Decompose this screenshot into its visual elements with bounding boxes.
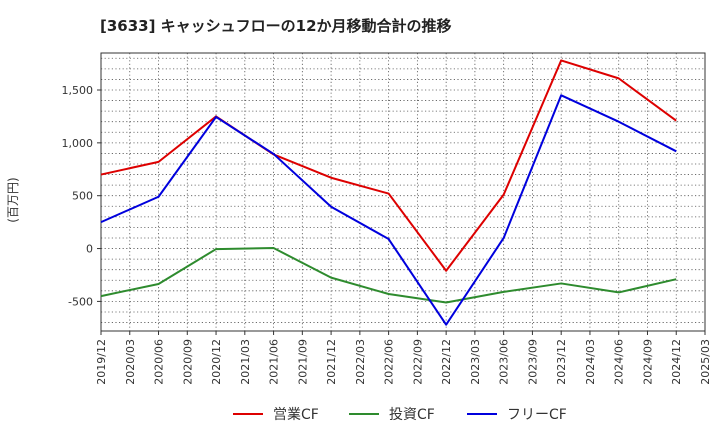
legend-label: フリーCF <box>507 407 567 423</box>
legend-label: 営業CF <box>273 407 319 423</box>
x-tick-label: 2025/03 <box>699 339 712 385</box>
x-tick-label: 2020/12 <box>210 339 223 385</box>
series-lines <box>100 59 677 326</box>
x-tick-label: 2020/06 <box>153 339 166 385</box>
y-tick-label: 500 <box>72 190 93 203</box>
y-tick-label: 0 <box>86 243 93 256</box>
x-tick-label: 2023/03 <box>469 339 482 385</box>
legend-label: 投資CF <box>389 407 435 423</box>
x-tick-label: 2020/09 <box>181 339 194 385</box>
x-tick-label: 2024/12 <box>670 339 683 385</box>
x-tick-label: 2021/03 <box>239 339 252 385</box>
x-tick-label: 2023/12 <box>555 339 568 385</box>
x-tick-label: 2023/06 <box>498 339 511 385</box>
x-tick-label: 2022/03 <box>354 339 367 385</box>
x-tick-label: 2019/12 <box>95 339 108 385</box>
x-tick-label: 2022/09 <box>411 339 424 385</box>
chart-title: [3633] キャッシュフローの12か月移動合計の推移 <box>100 17 452 35</box>
series-line-営業CF <box>100 59 677 272</box>
y-axis-ticks: -500 0 500 1,000 1,500 <box>62 84 101 308</box>
series-line-フリーCF <box>100 94 677 326</box>
x-tick-label: 2023/09 <box>526 339 539 385</box>
x-tick-label: 2022/12 <box>440 339 453 385</box>
x-tick-label: 2021/12 <box>325 339 338 385</box>
x-tick-label: 2024/09 <box>641 339 654 385</box>
series-line-投資CF <box>100 247 677 304</box>
y-tick-label: 1,000 <box>62 137 94 150</box>
gridlines <box>100 53 706 331</box>
x-tick-label: 2024/03 <box>584 339 597 385</box>
y-axis-label: (百万円) <box>6 177 20 222</box>
plot-area-frame <box>100 52 706 332</box>
x-axis-ticks: 2019/12 2020/03 2020/06 2020/09 2020/12 2021/… <box>95 331 712 385</box>
x-tick-label: 2024/06 <box>613 339 626 385</box>
legend: 営業CF 投資CF フリーCF <box>233 407 567 423</box>
x-tick-label: 2022/06 <box>383 339 396 385</box>
y-tick-label: -500 <box>68 295 93 308</box>
x-tick-label: 2021/09 <box>296 339 309 385</box>
y-tick-label: 1,500 <box>62 84 94 97</box>
x-tick-label: 2020/03 <box>124 339 137 385</box>
x-tick-label: 2021/06 <box>268 339 281 385</box>
